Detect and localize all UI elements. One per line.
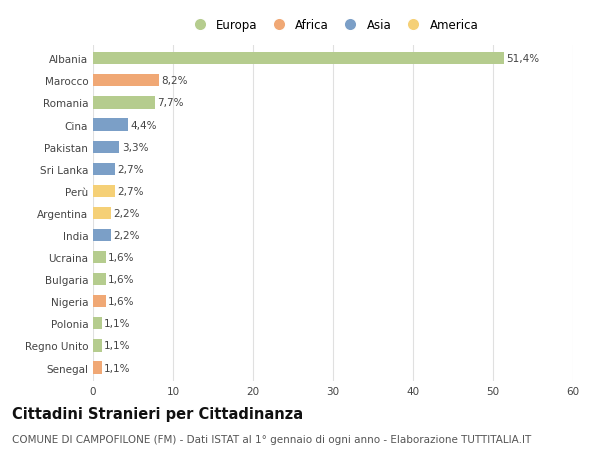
Text: 3,3%: 3,3%	[122, 142, 148, 152]
Text: 7,7%: 7,7%	[157, 98, 184, 108]
Bar	[93, 53, 504, 65]
Text: 2,2%: 2,2%	[113, 208, 139, 218]
Text: Cittadini Stranieri per Cittadinanza: Cittadini Stranieri per Cittadinanza	[12, 406, 303, 421]
Text: 8,2%: 8,2%	[161, 76, 187, 86]
Bar	[93, 340, 102, 352]
Bar	[93, 75, 158, 87]
Text: 1,6%: 1,6%	[108, 274, 134, 285]
Bar	[93, 141, 119, 153]
Bar	[93, 163, 115, 175]
Legend: Europa, Africa, Asia, America: Europa, Africa, Asia, America	[183, 14, 483, 37]
Bar	[93, 318, 102, 330]
Text: 4,4%: 4,4%	[131, 120, 157, 130]
Bar	[93, 97, 155, 109]
Bar	[93, 207, 110, 219]
Bar	[93, 185, 115, 197]
Bar	[93, 252, 106, 263]
Text: 1,1%: 1,1%	[104, 319, 131, 329]
Text: 1,1%: 1,1%	[104, 363, 131, 373]
Text: 2,7%: 2,7%	[117, 164, 143, 174]
Bar	[93, 362, 102, 374]
Text: 1,1%: 1,1%	[104, 341, 131, 351]
Text: COMUNE DI CAMPOFILONE (FM) - Dati ISTAT al 1° gennaio di ogni anno - Elaborazion: COMUNE DI CAMPOFILONE (FM) - Dati ISTAT …	[12, 434, 531, 444]
Bar	[93, 119, 128, 131]
Text: 51,4%: 51,4%	[506, 54, 540, 64]
Bar	[93, 230, 110, 241]
Text: 2,7%: 2,7%	[117, 186, 143, 196]
Bar	[93, 296, 106, 308]
Text: 1,6%: 1,6%	[108, 297, 134, 307]
Text: 1,6%: 1,6%	[108, 252, 134, 263]
Bar	[93, 274, 106, 285]
Text: 2,2%: 2,2%	[113, 230, 139, 241]
